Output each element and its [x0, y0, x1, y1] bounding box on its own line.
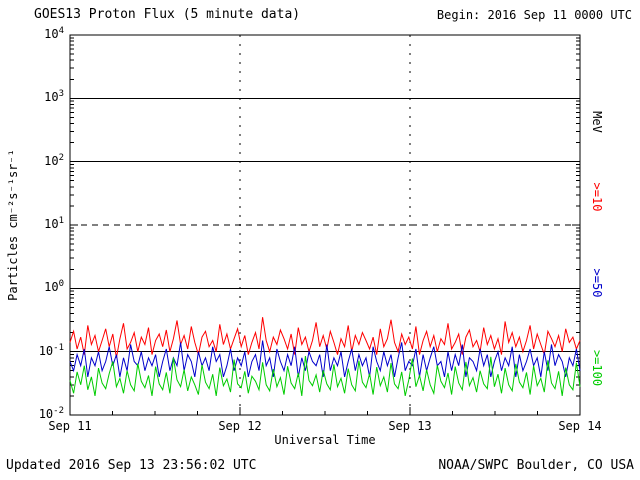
- source-credit: NOAA/SWPC Boulder, CO USA: [438, 458, 634, 473]
- y-tick-label: 104: [44, 26, 64, 41]
- y-tick-label: 10-1: [38, 342, 64, 358]
- chart-title: GOES13 Proton Flux (5 minute data): [34, 7, 301, 22]
- x-tick-label: Sep 13: [388, 419, 432, 433]
- x-tick-label: Sep 12: [218, 419, 262, 433]
- y-tick-label: 101: [44, 216, 64, 231]
- updated-timestamp: Updated 2016 Sep 13 23:56:02 UTC: [6, 458, 257, 473]
- series-line-50: [69, 340, 581, 378]
- begin-time-label: Begin: 2016 Sep 11 0000 UTC: [436, 8, 632, 22]
- x-axis-label: Universal Time: [274, 433, 376, 447]
- y-tick-label: 102: [44, 152, 64, 168]
- right-label-ge50: >=50: [590, 268, 604, 298]
- y-tick-label: 103: [44, 89, 64, 105]
- series-line-100: [69, 356, 581, 397]
- right-label-ge10: >=10: [590, 182, 604, 212]
- right-label-mev: MeV: [590, 111, 604, 133]
- plot-frame: [69, 34, 581, 416]
- x-tick-label: Sep 11: [48, 419, 92, 433]
- series-line-10: [69, 317, 581, 358]
- y-tick-label: 10-2: [38, 406, 64, 421]
- right-label-ge100: >=100: [590, 349, 604, 387]
- x-tick-label: Sep 14: [558, 419, 602, 433]
- y-tick-label: 100: [44, 279, 64, 295]
